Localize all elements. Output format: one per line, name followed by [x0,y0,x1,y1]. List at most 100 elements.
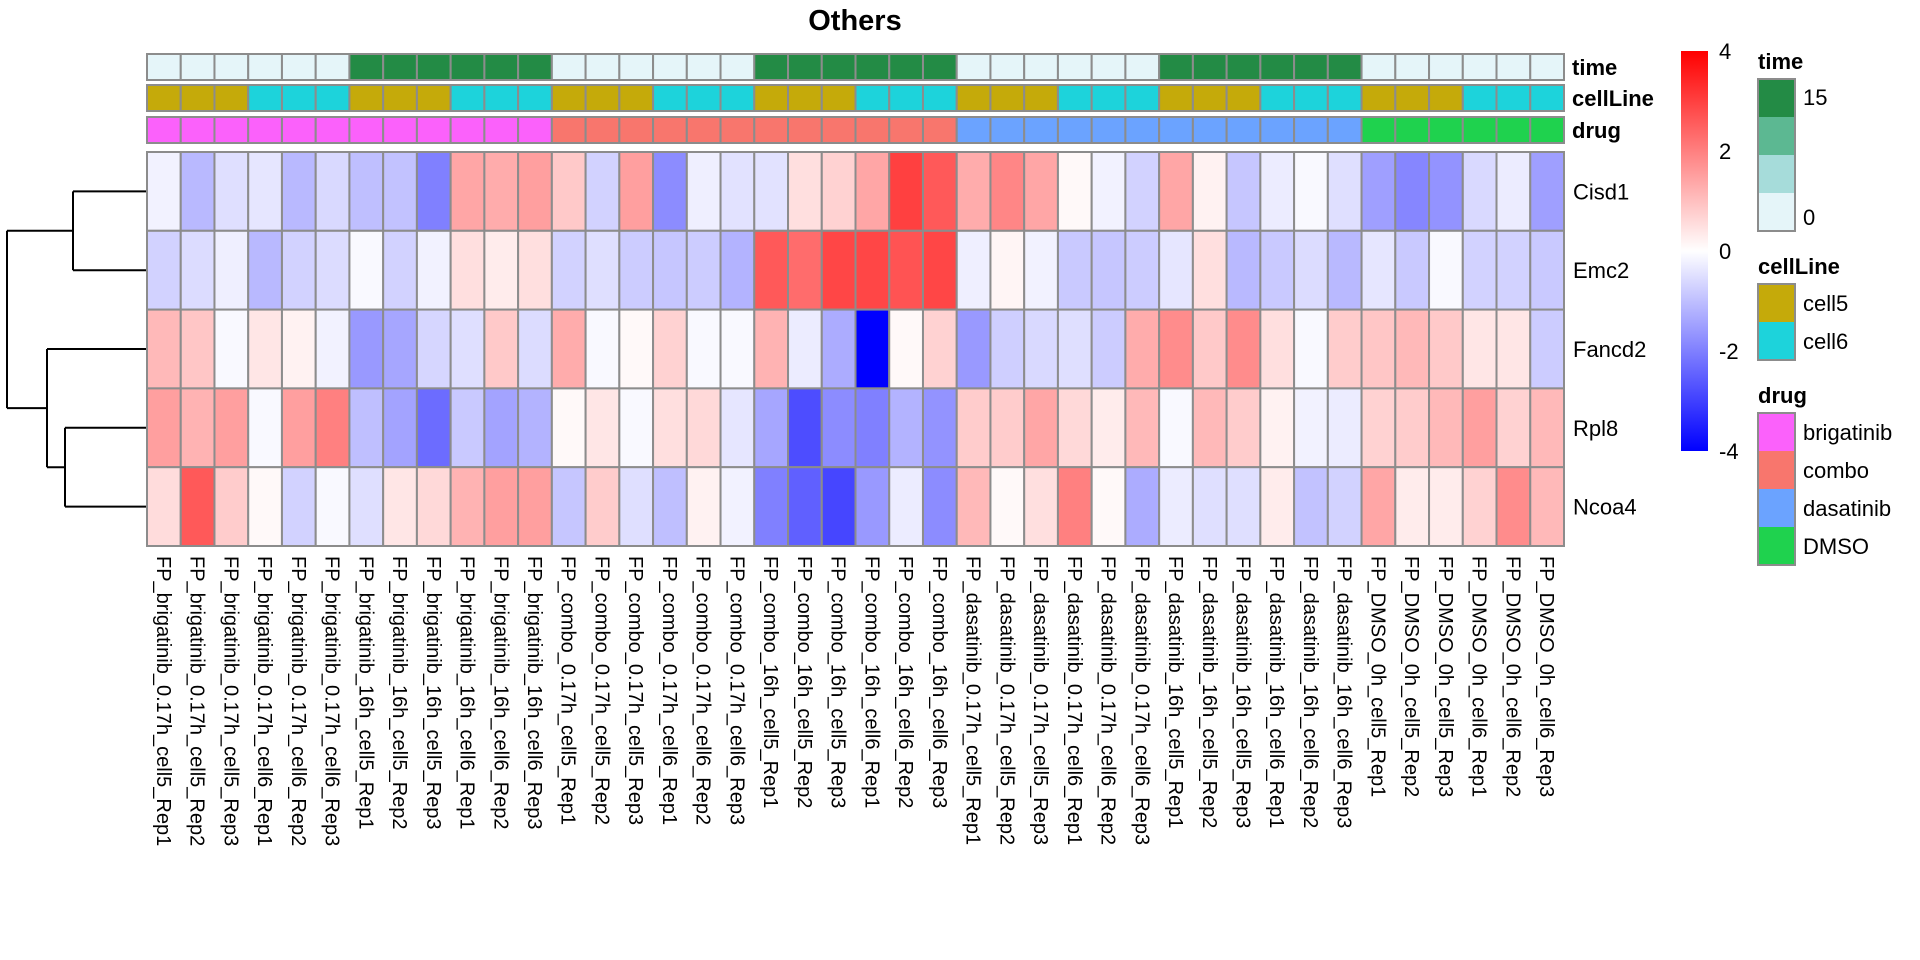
heatmap-cell [955,151,992,232]
annotation-cell-cellLine [1225,84,1262,112]
heatmap-cell [179,466,216,548]
annotation-cell-drug [1259,116,1296,144]
annotation-cell-time [247,53,283,81]
annotation-cell-time [1023,53,1059,81]
row-label: Rpl8 [1573,416,1618,441]
annotation-cell-drug [1090,116,1127,144]
column-label: FP_brigatinib_16h_cell6_Rep2 [489,556,511,830]
heatmap-cell [1124,308,1161,390]
annotation-cell-drug [1158,116,1194,144]
heatmap-cell [888,466,924,548]
heatmap-cell [314,151,351,232]
heatmap-cell [584,466,621,548]
annotation-cell-time [652,53,688,81]
column-label: FP_brigatinib_0.17h_cell5_Rep2 [186,556,208,846]
annotation-cell-cellLine [280,84,317,112]
heatmap-cell [517,229,553,311]
annotation-cell-cellLine [1191,84,1228,112]
annotation-cell-time [1495,53,1532,81]
annotation-cell-time [1225,53,1262,81]
heatmap-cell [517,387,553,469]
annotation-cell-drug [314,116,351,144]
heatmap-cell [1394,229,1431,311]
annotation-cell-cellLine [1090,84,1127,112]
column-label: FP_dasatinib_0.17h_cell6_Rep2 [1097,556,1119,845]
color-scale-bar [1681,51,1708,451]
color-scale-tick: -4 [1719,439,1739,464]
heatmap-cell [1225,387,1262,469]
heatmap-cell [618,387,655,469]
heatmap-cell [787,229,823,311]
heatmap-cell [753,387,790,469]
heatmap-cell [550,466,587,548]
annotation-cell-cellLine [483,84,520,112]
heatmap-cell [1326,308,1363,390]
legend-swatch [1758,489,1795,527]
heatmap-cell [1225,308,1262,390]
heatmap-cell [314,229,351,311]
heatmap-cell [483,387,520,469]
heatmap-cell [888,308,924,390]
heatmap-cell [719,387,756,469]
heatmap-cell [1495,229,1532,311]
annotation-cell-drug [1124,116,1161,144]
column-label: FP_combo_0.17h_cell6_Rep3 [725,556,747,825]
column-label: FP_dasatinib_16h_cell5_Rep3 [1231,556,1253,828]
heatmap-cell [1124,387,1161,469]
column-label: FP_dasatinib_0.17h_cell5_Rep3 [1029,556,1051,845]
heatmap-cell [1191,151,1228,232]
heatmap-cell [415,466,452,548]
heatmap-cell [179,151,216,232]
annotation-cell-drug [955,116,992,144]
column-label: FP_combo_0.17h_cell6_Rep2 [692,556,714,825]
heatmap-cell [550,229,587,311]
heatmap-cell [1461,308,1498,390]
heatmap-cell [213,308,250,390]
legend-title-cellLine: cellLine [1758,254,1840,279]
heatmap-cell [280,151,317,232]
annotation-cell-time [1158,53,1194,81]
column-label: FP_combo_0.17h_cell5_Rep3 [624,556,646,825]
heatmap-cell [1259,229,1296,311]
heatmap-cell [1090,466,1127,548]
heatmap-cell [382,308,418,390]
heatmap-cell [517,466,553,548]
annotation-cell-time [1056,53,1093,81]
heatmap-cell [1529,466,1566,548]
heatmap-cell [1293,308,1329,390]
annotation-cell-cellLine [1023,84,1059,112]
heatmap-cell [652,229,688,311]
annotation-cell-cellLine [1394,84,1431,112]
heatmap-cell [989,387,1026,469]
annotation-cell-time [280,53,317,81]
heatmap-cell [1360,229,1397,311]
heatmap-cell [1360,151,1397,232]
heatmap-cell [652,151,688,232]
heatmap-cell [753,466,790,548]
annotation-cell-drug [213,116,250,144]
heatmap-cell [517,308,553,390]
column-label: FP_dasatinib_16h_cell6_Rep3 [1333,556,1355,828]
heatmap-cell [247,387,283,469]
column-label: FP_brigatinib_0.17h_cell6_Rep1 [253,556,275,846]
heatmap-cell [550,151,587,232]
annotation-cell-drug [787,116,823,144]
heatmap-cell [618,151,655,232]
heatmap-cell [1090,308,1127,390]
column-label: FP_dasatinib_0.17h_cell5_Rep2 [995,556,1017,845]
legend-label: brigatinib [1803,420,1892,445]
column-annotations: time cellLine drug [146,53,1654,144]
heatmap-cell [449,466,486,548]
annotation-cell-drug [652,116,688,144]
heatmap-cell [1259,387,1296,469]
heatmap-cell [787,308,823,390]
annotation-cell-drug [854,116,891,144]
heatmap-cell [854,466,891,548]
annotation-cell-cellLine [1326,84,1363,112]
chart-title: Others [808,5,901,37]
heatmap-cell [1158,229,1194,311]
heatmap-cell [1461,466,1498,548]
annotation-cell-time [348,53,385,81]
